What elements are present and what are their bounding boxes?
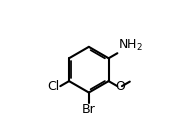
Text: O: O	[115, 80, 125, 93]
Text: Br: Br	[82, 103, 96, 116]
Text: NH$_2$: NH$_2$	[118, 38, 143, 53]
Text: Cl: Cl	[47, 80, 60, 93]
